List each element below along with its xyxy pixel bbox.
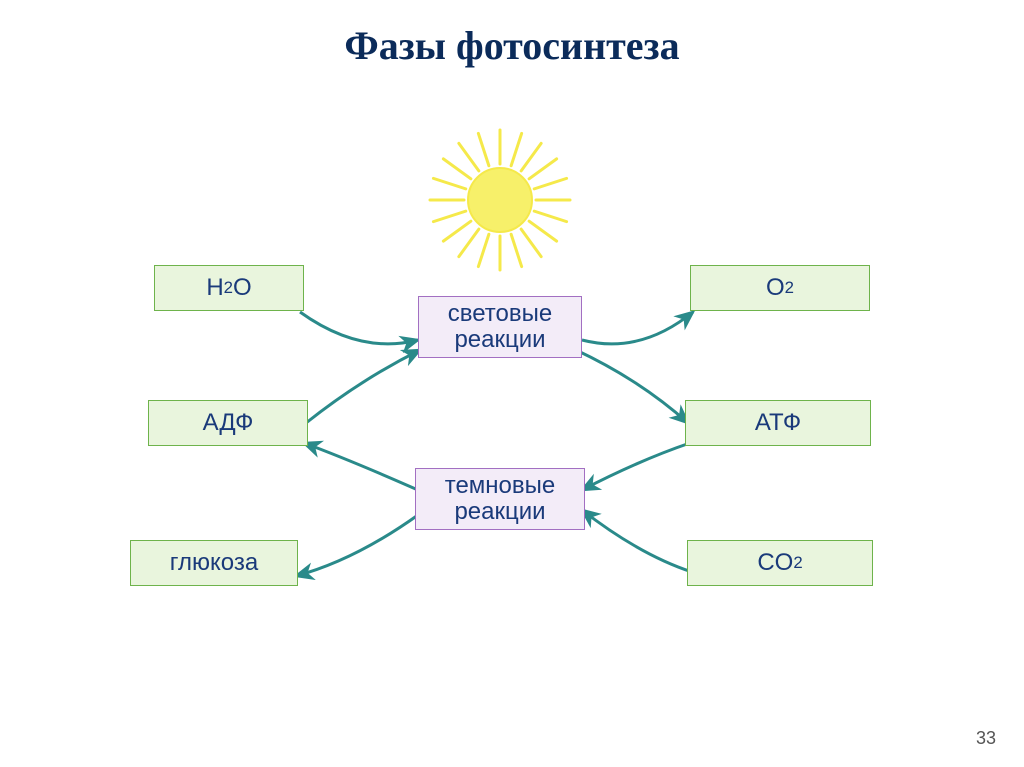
page-title: Фазы фотосинтеза	[0, 22, 1024, 69]
node-adp: АДФ	[148, 400, 308, 446]
node-light-reactions: световые реакции	[418, 296, 582, 358]
sun-icon	[0, 0, 1024, 767]
node-glucose: глюкоза	[130, 540, 298, 586]
slide-number: 33	[976, 728, 996, 749]
node-atp: АТФ	[685, 400, 871, 446]
node-o2: O2	[690, 265, 870, 311]
diagram-arrows	[0, 0, 1024, 767]
node-co2: CO2	[687, 540, 873, 586]
node-h2o: H2O	[154, 265, 304, 311]
node-dark-reactions: темновые реакции	[415, 468, 585, 530]
